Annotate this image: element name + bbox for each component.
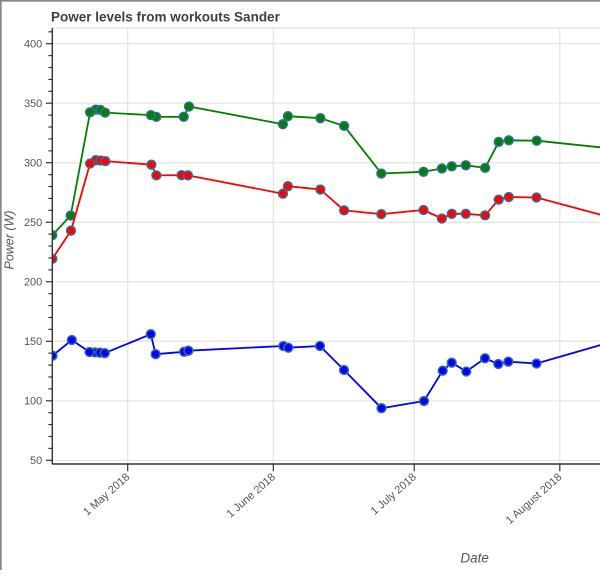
- svg-text:Date: Date: [460, 551, 489, 566]
- svg-text:350: 350: [24, 98, 42, 110]
- svg-text:150: 150: [24, 336, 42, 348]
- svg-text:50: 50: [30, 455, 42, 467]
- svg-text:300: 300: [24, 158, 42, 170]
- svg-text:Power levels from workouts San: Power levels from workouts Sander: [51, 10, 281, 25]
- svg-text:400: 400: [24, 39, 42, 51]
- svg-text:250: 250: [24, 217, 42, 229]
- svg-text:100: 100: [24, 396, 42, 408]
- svg-text:Power (W): Power (W): [3, 210, 17, 269]
- svg-text:200: 200: [24, 277, 42, 289]
